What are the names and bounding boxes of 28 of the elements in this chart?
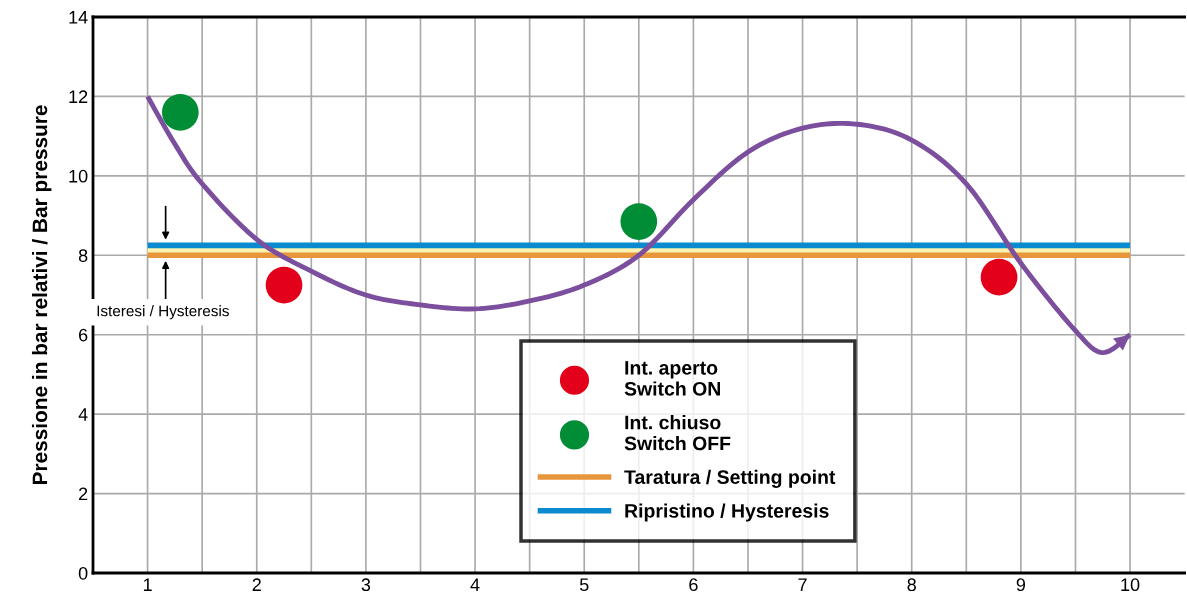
y-tick-label: 0 xyxy=(78,566,88,580)
legend-label: Ripristino / Hysteresis xyxy=(625,503,829,522)
point xyxy=(265,266,303,304)
y-tick-label: 10 xyxy=(69,169,88,183)
y-tick-label: 2 xyxy=(79,487,88,501)
x-tick-label: 6 xyxy=(689,578,698,592)
x-tick-label: 8 xyxy=(907,578,916,592)
x-tick-label: 7 xyxy=(798,578,807,591)
legend-label: Taratura / Setting point xyxy=(624,469,836,488)
x-tick-label: 4 xyxy=(470,578,480,591)
point xyxy=(620,203,658,240)
y-axis-title: Pressione in bar relativi / Bar pressure xyxy=(31,105,52,485)
point xyxy=(980,258,1018,296)
x-tick-label: 2 xyxy=(252,578,261,591)
y-tick-label: 12 xyxy=(69,90,88,103)
legend-label: Int. aperto Switch ON xyxy=(624,361,720,396)
y-tick-label: 8 xyxy=(78,249,88,263)
y-tick-label: 14 xyxy=(69,11,88,24)
x-tick-label: 1 xyxy=(143,578,152,591)
x-tick-label: 3 xyxy=(361,578,371,592)
x-tick-label: 5 xyxy=(579,578,589,592)
y-tick-label: 4 xyxy=(78,408,88,421)
annotation: Isteresi / Hysteresis xyxy=(97,305,229,320)
x-tick-label: 10 xyxy=(1121,578,1140,592)
x-tick-label: 9 xyxy=(1016,578,1026,592)
y-tick-label: 6 xyxy=(79,328,88,342)
point xyxy=(161,93,199,131)
legend-label: Int. chiuso Switch OFF xyxy=(624,415,731,451)
